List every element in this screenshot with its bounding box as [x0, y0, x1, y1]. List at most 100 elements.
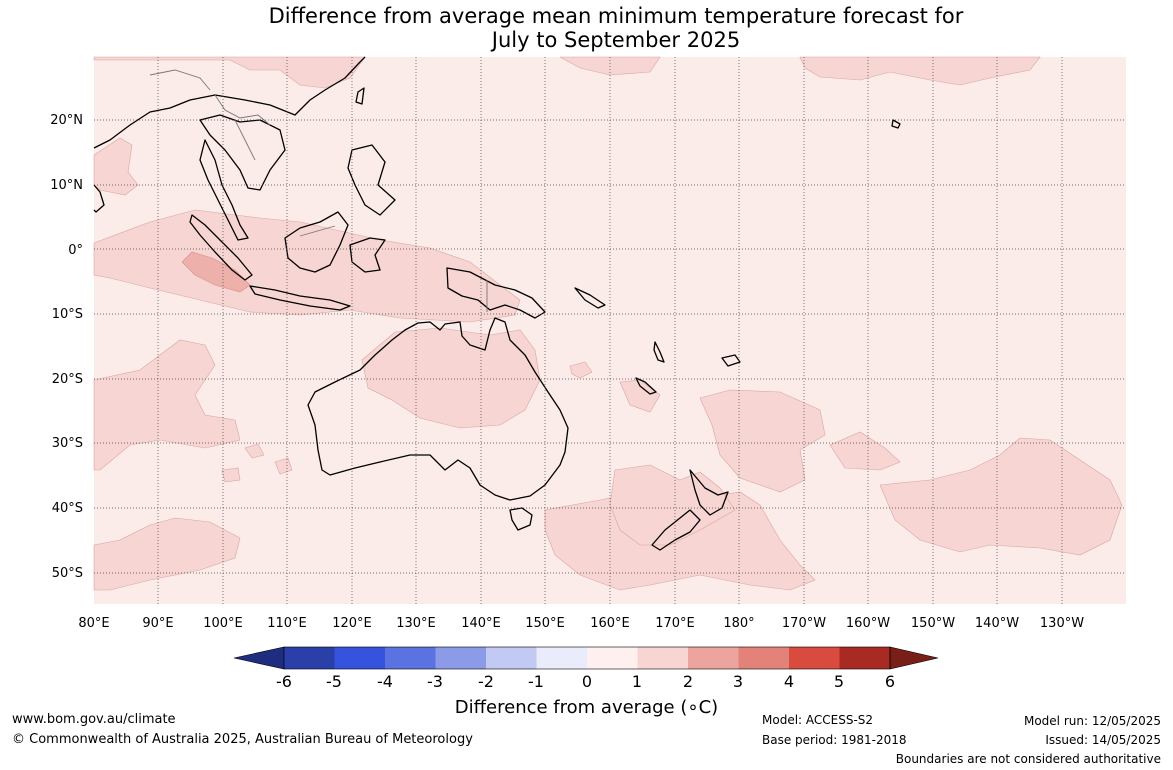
colorbar	[233, 646, 939, 670]
colorbar-tick-label: -4	[377, 672, 393, 691]
footer-issued: Issued: 14/05/2025	[1045, 733, 1161, 747]
region-sumatra-hotspot	[181, 251, 251, 293]
chart-title: Difference from average mean minimum tem…	[0, 4, 1173, 52]
lon-label: 80°E	[78, 616, 109, 631]
region-small-2	[244, 443, 265, 459]
title-line-2: July to September 2025	[491, 28, 741, 52]
coast-australia	[307, 317, 569, 501]
colorbar-segment	[688, 647, 739, 669]
colorbar-segment	[839, 647, 890, 669]
lon-label: 170°E	[655, 616, 695, 631]
coast-india-tip	[93, 184, 105, 213]
footer-base-period: Base period: 1981-2018	[762, 733, 907, 747]
colorbar-tick-label: 0	[582, 672, 592, 691]
lon-label: 120°E	[332, 616, 372, 631]
lon-label: 140°W	[975, 616, 1019, 631]
title-line-1: Difference from average mean minimum tem…	[268, 4, 964, 28]
colorbar-border	[283, 646, 891, 670]
lat-label: 10°S	[52, 307, 83, 322]
coast-new-caledonia	[635, 377, 657, 395]
region-north-pacific	[93, 56, 366, 89]
colorbar-segment	[789, 647, 840, 669]
region-small-3	[221, 467, 241, 483]
coast-fiji	[721, 354, 741, 367]
region-equatorial-band	[93, 209, 521, 323]
longitude-labels: 80°E 90°E 100°E 110°E 120°E 130°E 140°E …	[78, 616, 1084, 631]
footer-url[interactable]: www.bom.gov.au/climate	[12, 712, 176, 727]
colorbar-segment	[435, 647, 486, 669]
lon-label: 110°E	[267, 616, 307, 631]
latitude-labels: 20°N 10°N 0° 10°S 20°S 30°S 40°S 50°S	[50, 113, 83, 581]
colorbar-tick-label: -5	[326, 672, 342, 691]
coast-malay-peninsula	[199, 139, 249, 241]
footer-model-run: Model run: 12/05/2025	[1023, 714, 1161, 728]
border-indochina-2	[234, 119, 256, 161]
colorbar-tick-label: -6	[276, 672, 292, 691]
colorbar-extend-low	[233, 646, 285, 670]
lon-label: 100°E	[203, 616, 243, 631]
graticule	[94, 57, 1126, 604]
region-australia	[361, 327, 541, 429]
region-north-east	[799, 56, 1041, 86]
colorbar-segment	[284, 647, 335, 669]
anomaly-1-2-regions	[93, 56, 1123, 591]
coast-tasmania	[509, 507, 533, 531]
colorbar-segment	[738, 647, 789, 669]
lat-label: 30°S	[52, 436, 83, 451]
border-indochina-1	[214, 94, 271, 126]
lon-label: 140°E	[461, 616, 501, 631]
region-south-pacific-east-1	[829, 431, 901, 471]
coast-solomons	[574, 287, 606, 309]
coastlines	[93, 56, 901, 551]
coast-sulawesi	[349, 237, 386, 273]
lat-label: 0°	[68, 243, 83, 258]
colorbar-tick-label: 1	[632, 672, 642, 691]
coast-hawaii	[891, 119, 901, 129]
lon-label: 130°W	[1040, 616, 1084, 631]
footer-disclaimer: Boundaries are not considered authoritat…	[895, 752, 1161, 766]
coast-indochina	[199, 114, 286, 191]
region-south-pacific-east-2	[879, 437, 1123, 556]
lon-label: 160°E	[590, 616, 630, 631]
coast-sumatra	[189, 214, 253, 281]
lon-label: 180°	[723, 616, 754, 631]
colorbar-extend-high	[889, 646, 939, 670]
colorbar-title: Difference from average (∘C)	[454, 697, 719, 718]
colorbar-tick-label: 4	[784, 672, 794, 691]
colorbar-segment	[385, 647, 436, 669]
colorbar-tick-label: 2	[683, 672, 693, 691]
colorbar-segment	[637, 647, 688, 669]
region-south-pacific-central	[699, 389, 826, 493]
lat-label: 20°N	[50, 113, 83, 128]
lon-label: 130°E	[396, 616, 436, 631]
coast-taiwan	[355, 87, 365, 105]
border-indochina-3	[149, 69, 211, 91]
colorbar-segment	[486, 647, 537, 669]
coast-new-guinea	[446, 267, 546, 319]
lat-label: 10°N	[50, 178, 83, 193]
region-coral-sea	[569, 361, 593, 379]
lon-label: 150°E	[525, 616, 565, 631]
coast-java	[249, 285, 351, 311]
lat-label: 50°S	[52, 566, 83, 581]
coast-philippines	[347, 144, 396, 216]
lon-label: 150°W	[911, 616, 955, 631]
footer-model: Model: ACCESS-S2	[762, 713, 874, 727]
colorbar-segment	[587, 647, 638, 669]
coast-asia-north	[93, 56, 366, 149]
coast-borneo	[284, 211, 349, 273]
colorbar-tick-label: -1	[528, 672, 544, 691]
colorbar-tick-labels: -6 -5 -4 -3 -2 -1 0 1 2 3 4 5 6	[276, 672, 895, 691]
colorbar-segment	[334, 647, 385, 669]
lon-label: 160°W	[846, 616, 890, 631]
country-borders	[149, 69, 488, 312]
lat-label: 40°S	[52, 501, 83, 516]
border-borneo	[299, 225, 336, 237]
coast-vanuatu	[653, 341, 665, 363]
lon-label: 90°E	[142, 616, 173, 631]
lon-label: 170°W	[782, 616, 826, 631]
colorbar-tick-label: 3	[733, 672, 743, 691]
lat-label: 20°S	[52, 372, 83, 387]
colorbar-tick-label: -3	[427, 672, 443, 691]
